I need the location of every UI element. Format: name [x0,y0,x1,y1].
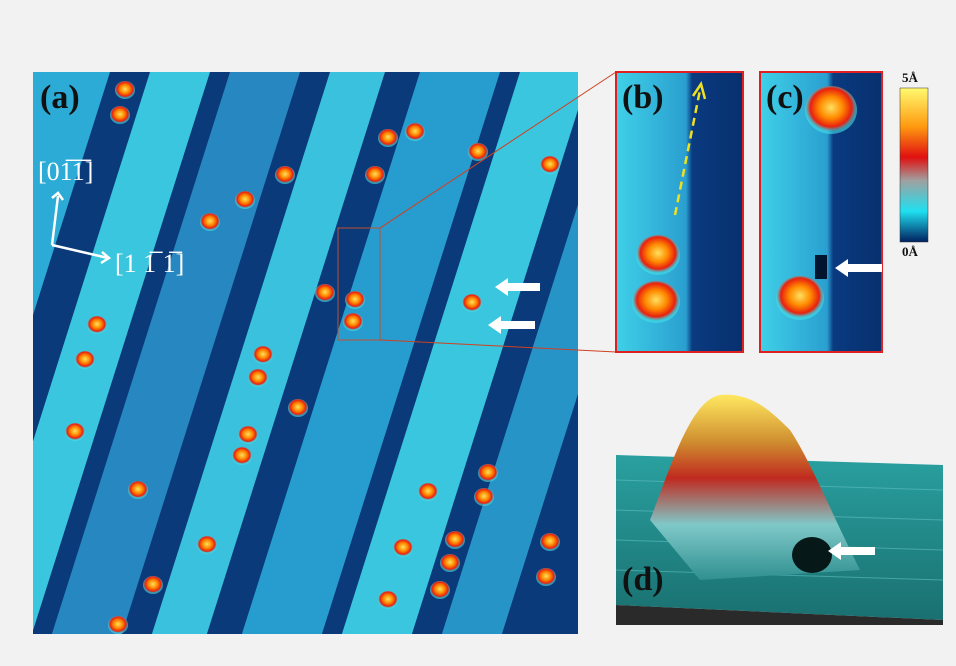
adatom [197,536,217,554]
figure: (a) [01̅1̅] [1 1̅ 1̅] (b) (c) 5Å 0Å (d) [0,0,956,661]
adatom [248,369,268,387]
panel-label: (c) [766,79,804,116]
adatom [536,568,556,586]
adatom [315,284,335,302]
adatom [540,156,560,174]
adatom [253,346,273,364]
adatom [430,581,450,599]
adatom [418,483,438,501]
adatom [393,539,413,557]
adatom [288,399,308,417]
adatom [440,554,460,572]
panel-label: (d) [622,561,664,598]
adatom [238,426,258,444]
adatom [65,423,85,441]
panel-label: (a) [40,79,80,116]
adatom [478,464,498,482]
direction-label: [1 1̅ 1̅] [115,249,184,278]
adatom [108,616,128,634]
adatom [128,481,148,499]
adatom [115,81,135,99]
adatom [378,129,398,147]
adatom [75,351,95,369]
direction-label: [01̅1̅] [38,157,93,186]
adatom [345,291,365,309]
adatom [462,294,482,312]
adatom [87,316,107,334]
adatom [405,123,425,141]
adatom [143,576,163,594]
colorbar [900,88,928,242]
adatom [343,313,363,331]
adatom [378,591,398,609]
adatom [365,166,385,184]
adatom [232,447,252,465]
colorbar-max: 5Å [902,70,919,85]
adatom [110,106,130,124]
panel-a-image [0,72,680,640]
adatom [235,191,255,209]
panel-label: (b) [622,79,664,116]
adatom [275,166,295,184]
adatom [200,213,220,231]
adatom [474,488,494,506]
adatom [445,531,465,549]
adatom [540,533,560,551]
colorbar-min: 0Å [902,244,919,259]
